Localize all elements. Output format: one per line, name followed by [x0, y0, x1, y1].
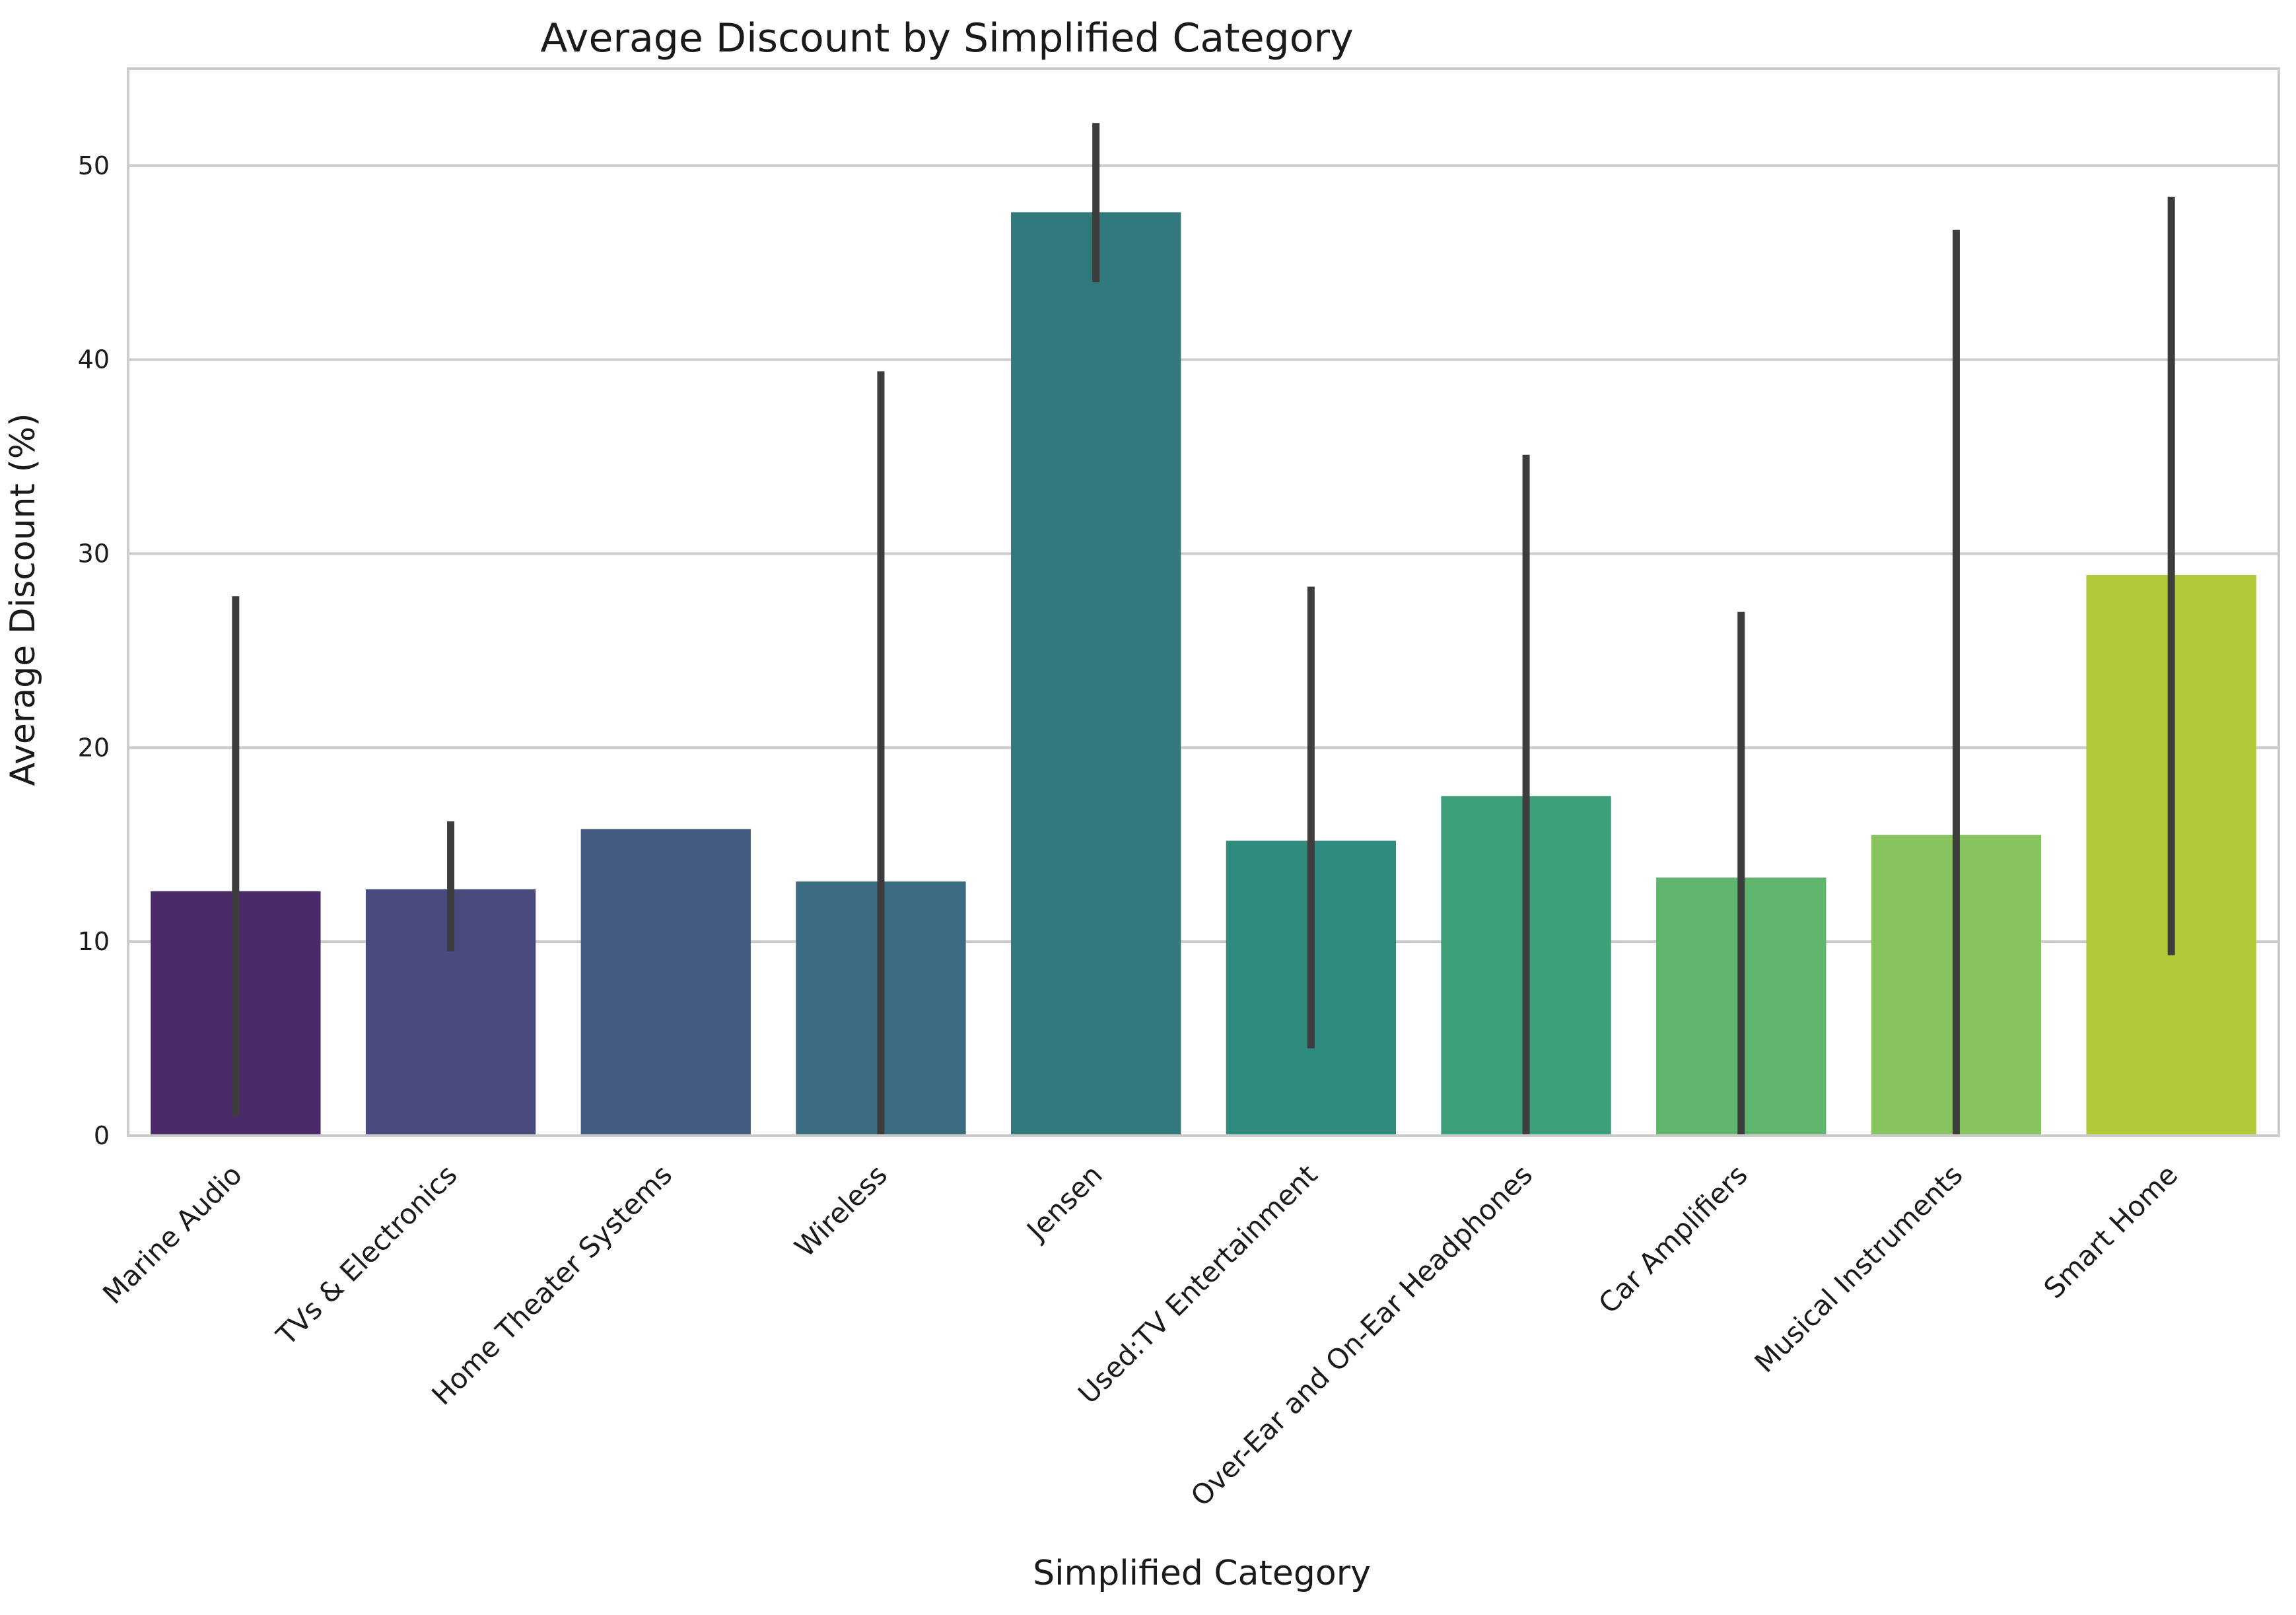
y-tick-label: 20 [78, 733, 110, 762]
y-tick-label: 50 [78, 151, 110, 180]
y-tick-label: 30 [78, 539, 110, 568]
y-tick-label: 0 [94, 1121, 110, 1150]
y-tick-labels: 0 10 20 30 40 50 [78, 151, 110, 1150]
y-tick-label: 40 [78, 345, 110, 374]
error-bars [232, 123, 2175, 1136]
plot-frame [127, 67, 2280, 1137]
x-axis-label: Simplified Category [1033, 1554, 1371, 1593]
bar [580, 829, 751, 1136]
y-axis-label: Average Discount (%) [3, 413, 43, 786]
bar [1010, 212, 1181, 1136]
y-tick-label: 10 [78, 927, 110, 956]
chart-title: Average Discount by Simplified Category [540, 15, 1353, 61]
